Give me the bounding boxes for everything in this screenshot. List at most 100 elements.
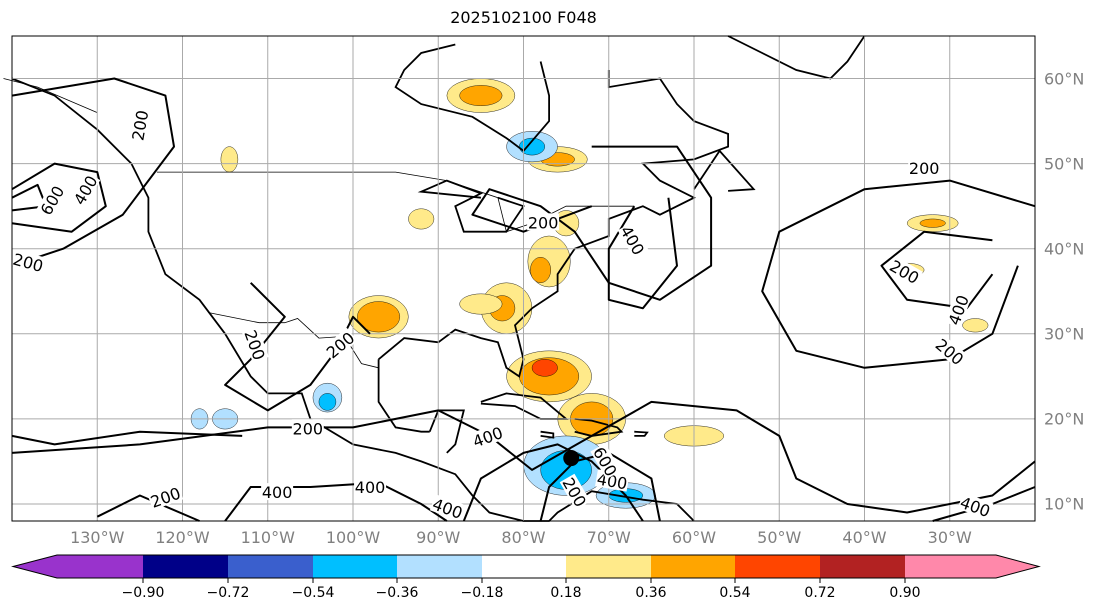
- contour-line: [761, 179, 1036, 369]
- coastline: [417, 179, 525, 233]
- colorbar-tick-label: 0.72: [804, 585, 836, 601]
- longitude-label: 90°W: [416, 528, 461, 547]
- shaded-area: [220, 146, 239, 173]
- contour-line: [11, 77, 175, 267]
- political-border: [208, 312, 379, 369]
- latitude-label: 30°N: [1044, 324, 1085, 344]
- contour-label: 200: [909, 159, 940, 178]
- contour-line: [11, 183, 48, 212]
- contour-label-bg: [908, 158, 941, 176]
- coastline: [634, 430, 649, 437]
- longitude-label: 100°W: [325, 528, 381, 547]
- latitude-label: 40°N: [1044, 239, 1085, 259]
- coastline: [727, 35, 866, 80]
- colorbar-tick-label: −0.18: [460, 585, 504, 601]
- shaded-area: [530, 257, 551, 283]
- contour-label-bg: [944, 291, 972, 328]
- colorbar-segment: [397, 555, 483, 578]
- gridlines: [12, 36, 1035, 521]
- colorbar-segment: [143, 555, 229, 578]
- contour-line: [607, 197, 678, 310]
- colorbar-tick-label: −0.90: [121, 585, 165, 601]
- shaded-area: [531, 359, 558, 377]
- colorbar-segment: [482, 555, 567, 578]
- contour-label: 200: [128, 109, 152, 142]
- contour-label: 200: [293, 419, 324, 438]
- latitude-label: 50°N: [1044, 154, 1085, 174]
- contour-label-bg: [932, 334, 968, 369]
- political-border: [156, 171, 635, 233]
- contour-line: [462, 443, 644, 522]
- colorbar-segment: [57, 555, 144, 578]
- colorbar-tick-label: 0.36: [635, 585, 667, 601]
- contour-label-bg: [595, 469, 630, 492]
- contour-line: [539, 451, 661, 522]
- coastline: [11, 77, 695, 522]
- longitude-label: 130°W: [70, 528, 125, 547]
- contour-label-bg: [429, 494, 466, 522]
- contour-label: 400: [430, 495, 465, 523]
- contour-label-bg: [354, 477, 387, 495]
- contour-label-bg: [147, 483, 184, 511]
- contour-label-bg: [291, 419, 324, 437]
- shaded-area: [357, 301, 401, 333]
- latitude-label: 10°N: [1044, 494, 1085, 514]
- contour-label-bg: [36, 181, 67, 219]
- contour-label-bg: [469, 422, 506, 450]
- contour-label: 200: [528, 213, 559, 232]
- colorbar-tick-label: −0.72: [206, 585, 250, 601]
- height-contours: [11, 77, 1036, 522]
- contour-label: 200: [148, 483, 183, 511]
- contour-labels: 200 600 400 200 200 400 200 200 400 200 200 200 200 4…: [10, 108, 994, 523]
- colorbar-tick-label: 0.18: [550, 585, 582, 601]
- contour-label-bg: [617, 221, 649, 259]
- longitude-label: 60°W: [671, 528, 717, 547]
- coastline: [693, 149, 756, 192]
- colorbar-extend-max: [996, 555, 1039, 578]
- colorbar-outline: [11, 554, 1041, 579]
- longitude-label: 40°W: [842, 528, 887, 547]
- shaded-area: [459, 85, 503, 106]
- coastline: [428, 409, 465, 454]
- colorbar-segment: [735, 555, 821, 578]
- contour-line: [880, 230, 994, 310]
- map-title: 2025102100 F048: [450, 8, 597, 27]
- contour-label-bg: [886, 255, 923, 287]
- coastline: [394, 43, 550, 153]
- contour-label: 400: [262, 483, 293, 502]
- contour-label: 600: [37, 182, 69, 218]
- longitude-label: 50°W: [757, 528, 802, 547]
- storm-center-marker: [563, 450, 580, 467]
- colorbar: [11, 554, 1041, 583]
- longitude-label: 110°W: [240, 528, 295, 547]
- contour-label-bg: [322, 327, 358, 362]
- shaded-area: [962, 318, 989, 333]
- contour-label: 400: [470, 423, 505, 451]
- longitude-label: 120°W: [155, 528, 210, 547]
- colorbar-segment: [228, 555, 314, 578]
- shaded-area: [919, 218, 946, 228]
- contour-label-bg: [957, 492, 994, 520]
- colorbar-segment: [651, 555, 736, 578]
- contour-label-bg: [261, 483, 294, 501]
- coastline: [377, 359, 430, 433]
- contour-label: 400: [355, 478, 386, 497]
- longitude-label: 70°W: [586, 528, 631, 547]
- colorbar-segment: [313, 555, 398, 578]
- longitude-label: 30°W: [927, 528, 972, 547]
- coastline: [574, 418, 624, 437]
- latitude-label: 20°N: [1044, 409, 1085, 429]
- contour-line: [11, 430, 243, 446]
- colorbar-tick-label: 0.90: [889, 585, 921, 601]
- shaded-area: [459, 293, 503, 315]
- contour-label: 200: [886, 256, 922, 288]
- political-border: [3, 78, 98, 113]
- map-frame: [11, 35, 1036, 522]
- contour-label: 200: [11, 250, 45, 276]
- shaded-area: [318, 393, 337, 411]
- colorbar-tick-label: 0.54: [719, 585, 751, 601]
- contour-label: 200: [240, 327, 268, 362]
- contour-label-bg: [128, 108, 151, 143]
- contour-line: [224, 481, 448, 522]
- colorbar-tick-label: −0.54: [291, 585, 335, 601]
